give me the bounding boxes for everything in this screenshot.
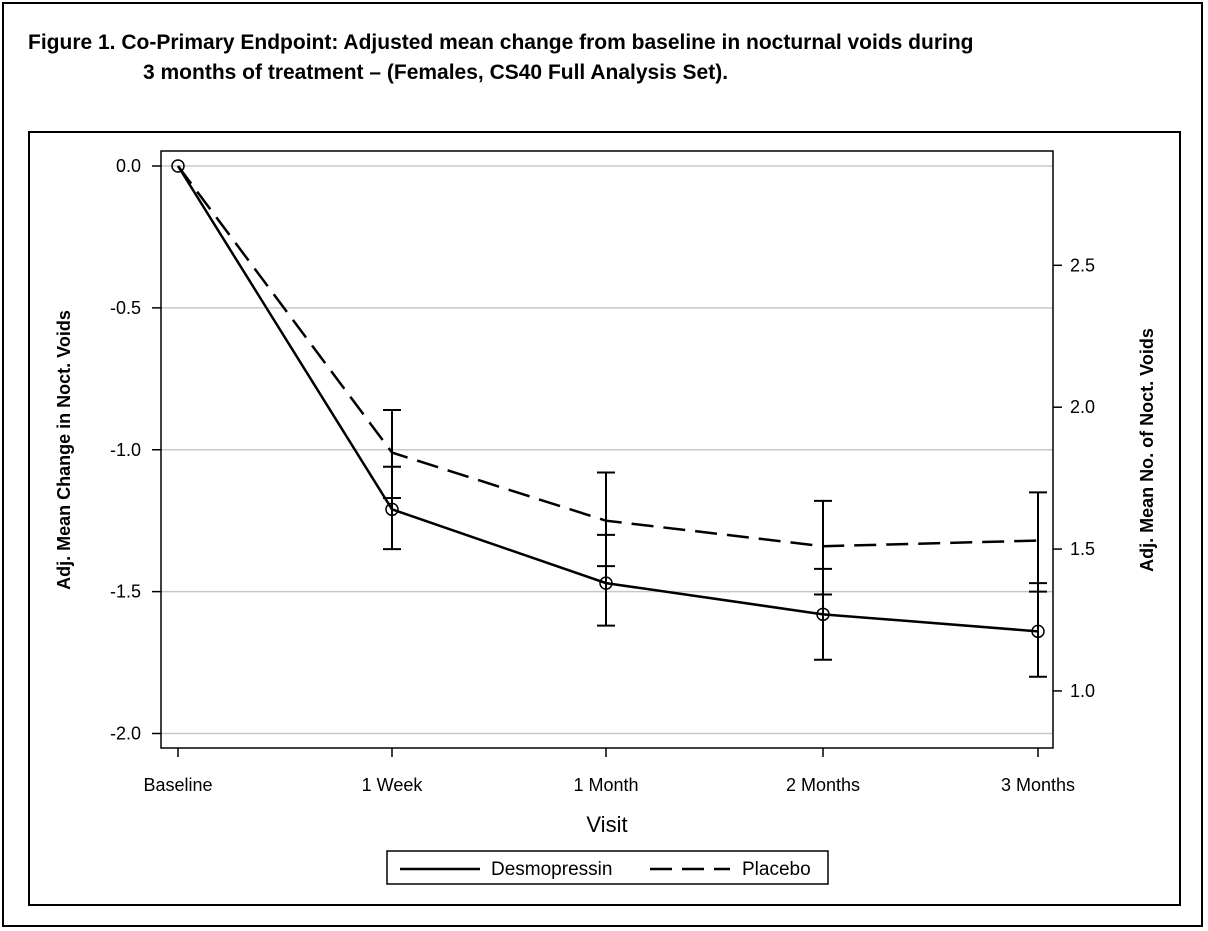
y-tick-label: -2.0 [110,724,141,744]
series-line-placebo [176,165,1039,548]
gridlines [161,165,1053,735]
series [171,159,1047,678]
figure-title: Figure 1. Co-Primary Endpoint: Adjusted … [28,28,1178,88]
series-line-desmopressin [176,165,1039,633]
data-point-desmopressin [599,576,613,590]
x-tick-label: 1 Month [573,775,638,795]
y2-tick-label: 1.5 [1070,539,1095,559]
y-tick-label: 0.0 [116,156,141,176]
data-point-desmopressin [816,607,830,622]
x-tick-label: Baseline [143,775,212,795]
y-tick-label: -1.5 [110,582,141,602]
y-tick-label: -0.5 [110,298,141,318]
data-point-desmopressin [1031,624,1045,639]
y2-tick-label: 2.0 [1070,397,1095,417]
legend-label-placebo: Placebo [742,859,811,880]
figure-title-line1: Figure 1. Co-Primary Endpoint: Adjusted … [28,31,974,54]
y2-axis-title: Adj. Mean No. of Noct. Voids [1137,328,1157,572]
legend: Desmopressin Placebo [386,850,829,885]
y-tick-label: -1.0 [110,440,141,460]
chart-frame [28,131,1181,906]
plot-area-border [160,150,1054,749]
x-tick-label: 3 Months [1001,775,1075,795]
axes: 0.0 -0.5 -1.0 -1.5 -2.0 2.5 2.0 1.5 1.0 Baseline 1… [110,150,1095,795]
x-tick-label: 2 Months [786,775,860,795]
legend-box [386,850,829,885]
y-axis-title: Adj. Mean Change in Noct. Voids [54,310,74,590]
y2-tick-label: 1.0 [1070,681,1095,701]
y2-tick-label: 2.5 [1070,255,1095,275]
data-point-desmopressin [385,502,399,517]
x-tick-label: 1 Week [362,775,424,795]
data-point-desmopressin [171,159,185,173]
legend-label-desmopressin: Desmopressin [491,859,612,880]
figure-title-line2: 3 months of treatment – (Females, CS40 F… [143,61,729,84]
x-axis-title: Visit [586,812,627,837]
